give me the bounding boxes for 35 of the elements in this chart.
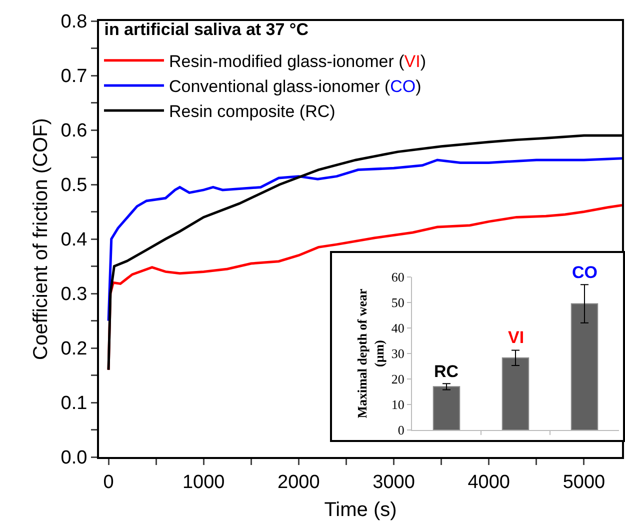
y-tick-label: 0.0	[60, 448, 88, 469]
y-tick-label: 0.4	[60, 230, 88, 251]
y-axis-title: Maximal depth of wear (µm)	[354, 288, 386, 418]
y-axis-title: Coefficient of friction (COF)	[30, 118, 52, 360]
y-tick-label: 10	[391, 397, 404, 412]
chart-title: in artificial saliva at 37 °C	[104, 20, 309, 40]
y-tick-label: 0.8	[60, 12, 88, 33]
y-tick-label: 0.6	[60, 120, 88, 142]
x-tick-label: VI	[508, 328, 524, 347]
legend-label: Conventional glass-ionomer (CO)	[169, 77, 422, 96]
bar	[432, 386, 460, 430]
x-tick-label: 3000	[372, 472, 415, 493]
y-tick-label: 0.1	[60, 393, 88, 414]
legend-label: Resin composite (RC)	[169, 102, 336, 122]
x-tick-label: 2000	[278, 472, 320, 493]
bar	[570, 303, 598, 430]
x-axis-title: Time (s)	[324, 498, 397, 521]
y-tick-label: 0	[398, 422, 404, 438]
y-tick-label: 0.2	[60, 338, 88, 360]
y-tick-label: 20	[391, 372, 404, 387]
y-tick-label: 0.7	[60, 66, 88, 88]
legend-label: Resin-modified glass-ionomer (VI)	[169, 52, 426, 71]
y-tick-label: 0.3	[60, 284, 88, 306]
x-tick-label: CO	[572, 263, 598, 282]
y-tick-label: 0.5	[60, 175, 88, 196]
y-tick-label: 30	[391, 346, 404, 362]
x-tick-label: 4000	[468, 472, 510, 493]
x-tick-label: 0	[103, 472, 114, 493]
y-tick-label: 60	[391, 270, 404, 285]
x-tick-label: 5000	[562, 472, 606, 493]
bar	[502, 357, 530, 430]
y-tick-label: 40	[391, 320, 404, 336]
x-tick-label: 1000	[182, 472, 225, 493]
x-tick-label: RC	[434, 362, 459, 381]
y-tick-label: 50	[391, 295, 404, 310]
